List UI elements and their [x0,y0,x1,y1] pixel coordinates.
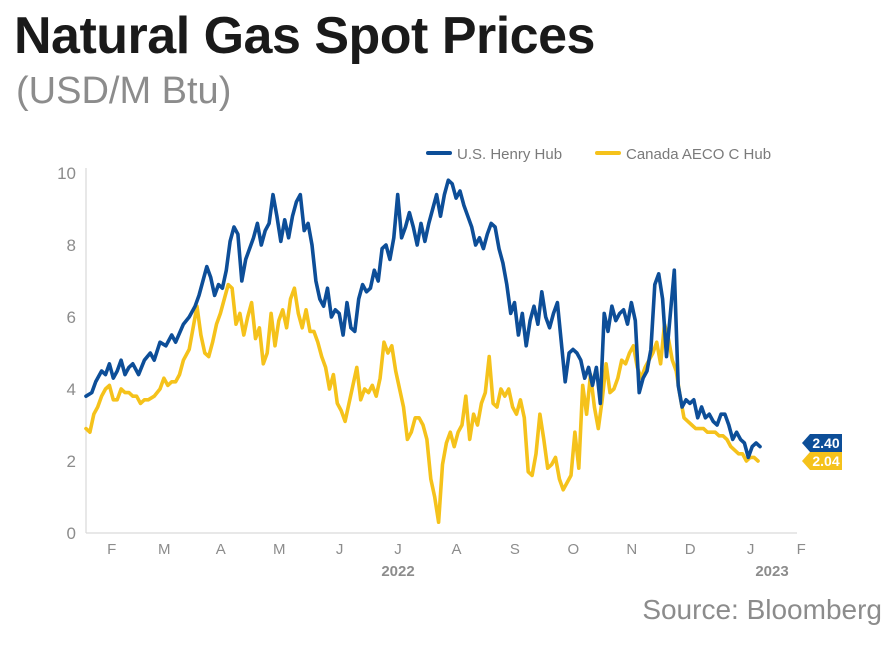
x-axis: F M A M J J A S O N D J F 2022 2023 [86,532,806,580]
series-lines [84,178,762,524]
end-value-label: 2.04 [812,453,839,469]
x-tick-label: M [273,541,286,558]
source-note: Source: Bloomberg [642,594,882,625]
end-value-label: 2.40 [812,435,839,451]
x-year-label: 2023 [755,563,788,580]
legend: U.S. Henry Hub Canada AECO C Hub [426,146,771,163]
x-year-label: 2022 [381,563,414,580]
end-value-tag: 2.04 [802,452,842,470]
x-tick-label: D [685,541,696,558]
y-tick-label: 6 [67,308,76,327]
y-tick-label: 0 [67,524,76,543]
legend-label: Canada AECO C Hub [626,146,771,163]
end-value-tag-bg [802,452,842,470]
y-tick-label: 8 [67,236,76,255]
x-tick-label: M [158,541,171,558]
x-tick-label: A [451,541,461,558]
x-tick-label: F [107,541,116,558]
end-labels: 2.40 2.04 [802,434,842,470]
y-tick-label: 10 [57,164,76,183]
x-tick-label: S [510,541,520,558]
x-tick-label: J [336,541,344,558]
legend-label: U.S. Henry Hub [457,146,562,163]
x-tick-label: F [797,541,806,558]
end-value-tag-bg [802,434,842,452]
x-tick-label: J [394,541,402,558]
chart-subtitle: (USD/M Btu) [16,70,232,112]
x-tick-label: A [216,541,226,558]
x-tick-label: O [568,541,580,558]
y-axis: 0 2 4 6 8 10 [57,164,87,543]
series-line-henry-hub [84,178,762,460]
chart-title: Natural Gas Spot Prices [14,7,595,65]
end-value-tag: 2.40 [802,434,842,452]
x-tick-label: N [626,541,637,558]
y-tick-label: 4 [67,380,76,399]
x-tick-label: J [747,541,755,558]
y-tick-label: 2 [67,452,76,471]
